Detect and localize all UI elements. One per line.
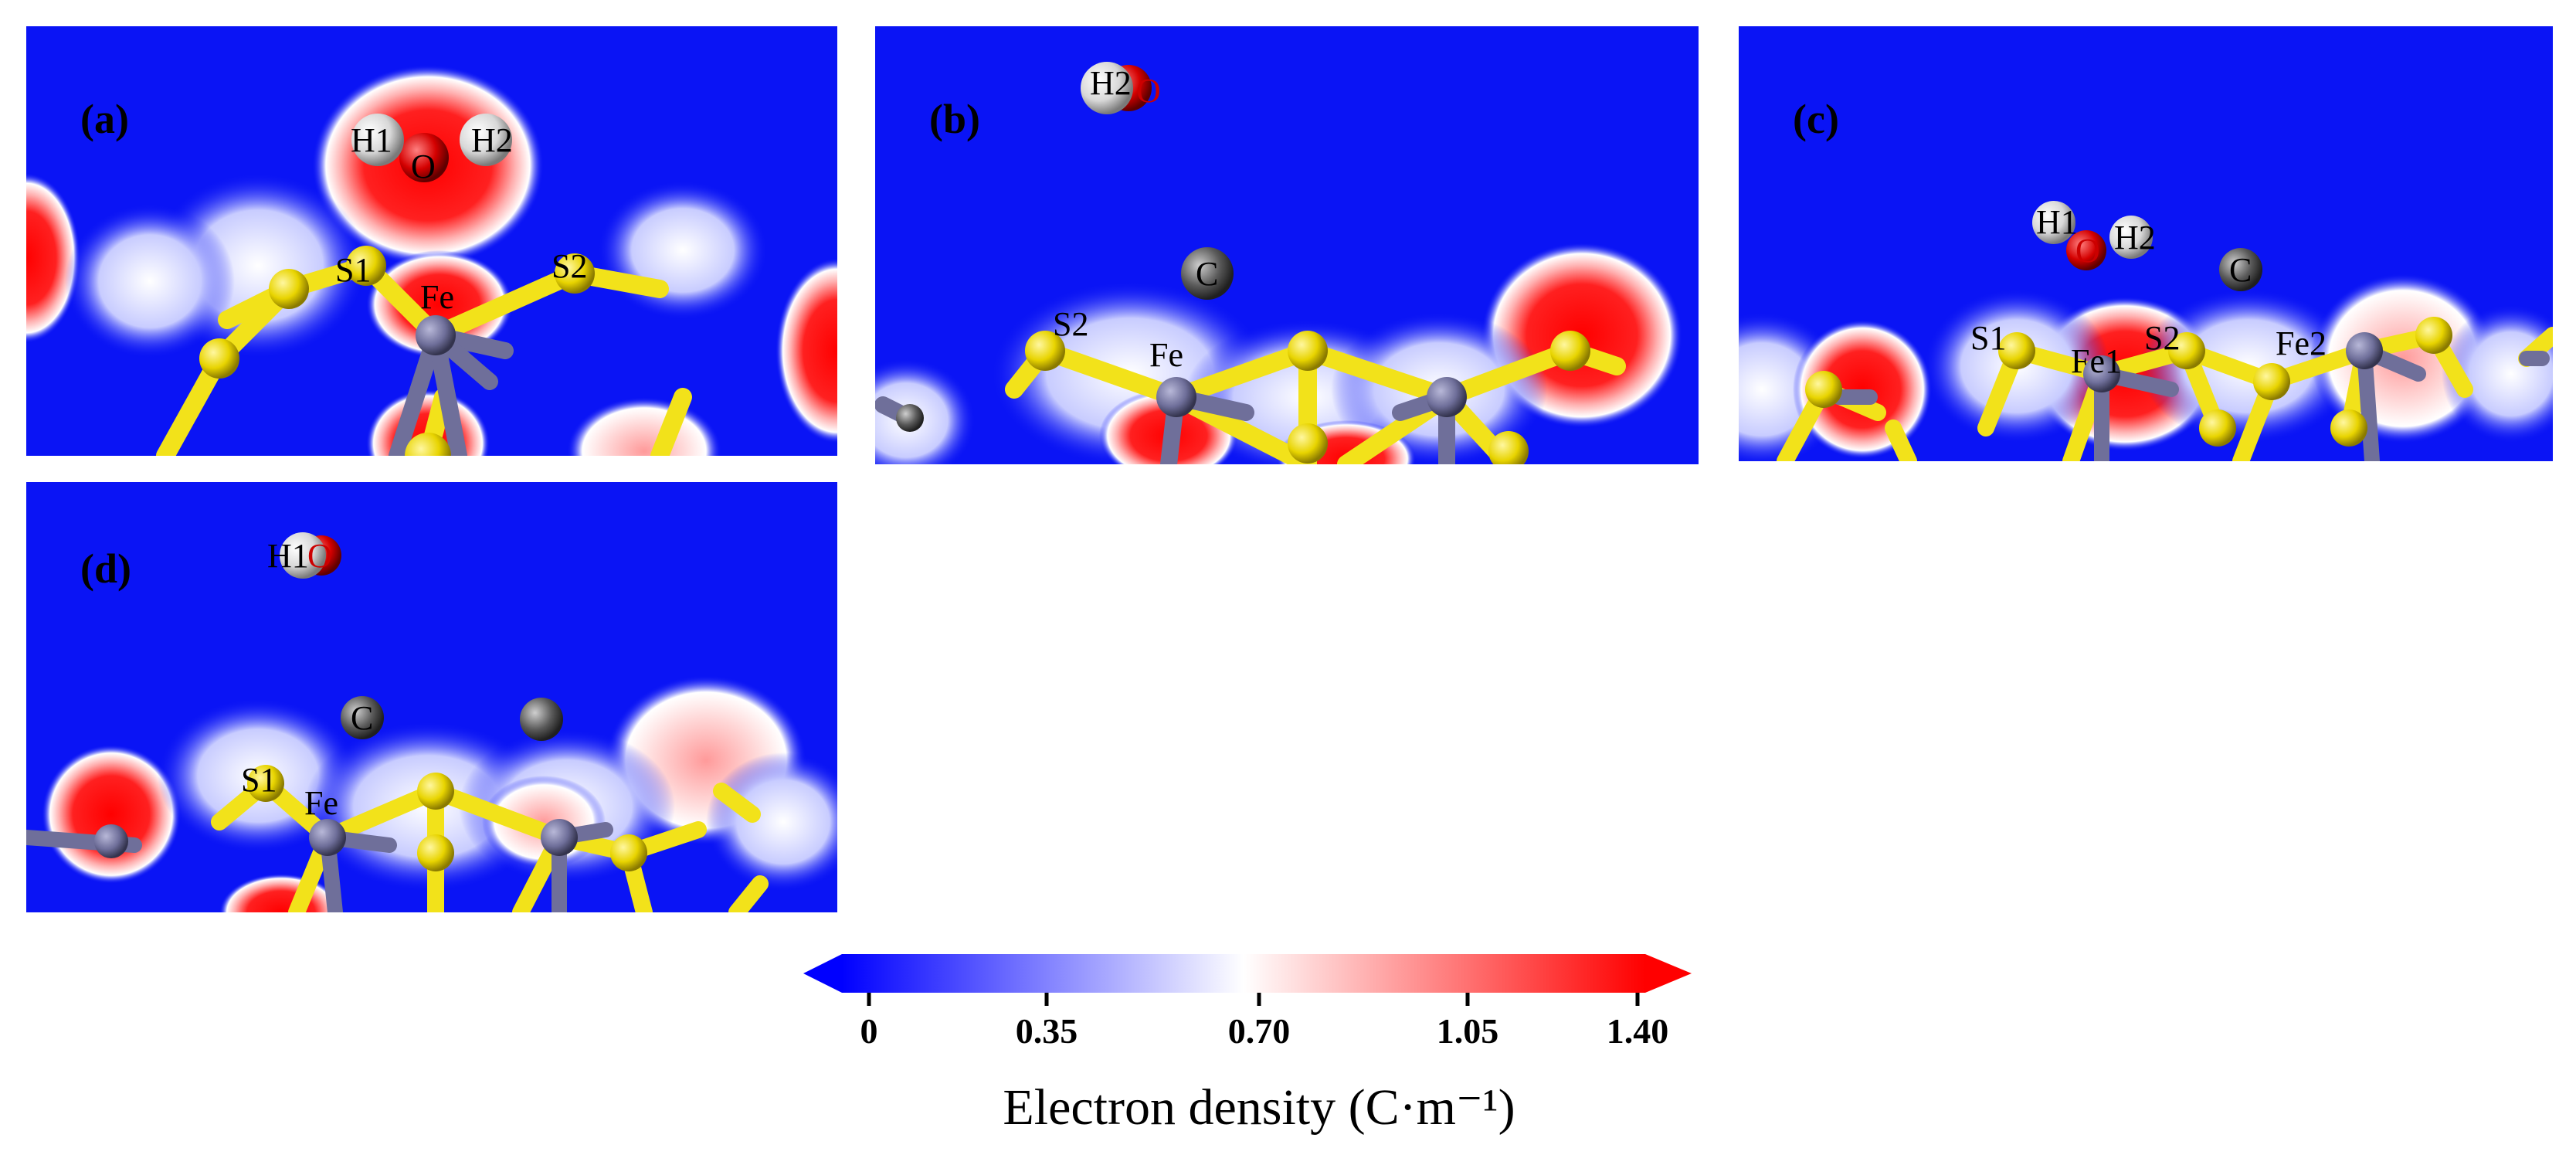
panel-d-image: (d) H1 O C S1 Fe bbox=[26, 482, 837, 912]
atom-label-fe: Fe bbox=[420, 278, 454, 316]
atom-label-h1: H1 bbox=[267, 537, 309, 575]
atom-label-c: C bbox=[351, 699, 373, 737]
panel-b: (b) H2 O C S2 Fe bbox=[875, 26, 1699, 464]
atom-label-s2: S2 bbox=[1053, 305, 1088, 343]
colorbar-high-arrow bbox=[1645, 954, 1692, 993]
atom-label-o: O bbox=[2075, 232, 2100, 270]
atom-label-fe: Fe bbox=[304, 784, 338, 822]
panel-a-image: (a) H1 O H2 S1 Fe S2 bbox=[26, 26, 837, 456]
colorbar-tick-2: 0.70 bbox=[1228, 1011, 1291, 1051]
atom-label-h1: H1 bbox=[2036, 203, 2078, 241]
atom-label-s2: S2 bbox=[2144, 319, 2180, 357]
panel-c-label: (c) bbox=[1793, 96, 1839, 142]
colorbar-tick-0: 0 bbox=[860, 1011, 878, 1051]
atom-label-fe1: Fe1 bbox=[2071, 342, 2122, 380]
atom-label-h2: H2 bbox=[1090, 64, 1132, 102]
atom-label-fe: Fe bbox=[1149, 336, 1183, 374]
colorbar-title: Electron density (C·m⁻¹) bbox=[1003, 1079, 1515, 1136]
panel-a: (a) H1 O H2 S1 Fe S2 bbox=[26, 26, 837, 456]
colorbar: 0 0.35 0.70 1.05 1.40 Electron density (… bbox=[796, 950, 1699, 1136]
atom-label-h1: H1 bbox=[351, 121, 392, 159]
atom-label-fe2: Fe2 bbox=[2276, 324, 2327, 362]
atom-label-o: O bbox=[307, 537, 332, 575]
colorbar-low-arrow bbox=[803, 954, 842, 993]
panel-c: (c) H1 O H2 C S1 Fe1 S2 Fe2 bbox=[1739, 26, 2553, 461]
atom-label-s1: S1 bbox=[241, 761, 277, 799]
panel-d: (d) H1 O C S1 Fe bbox=[26, 482, 837, 912]
atom-label-h2: H2 bbox=[2114, 219, 2156, 256]
panel-b-image: (b) H2 O C S2 Fe bbox=[875, 26, 1699, 464]
panel-d-label: (d) bbox=[80, 545, 131, 592]
panel-b-label: (b) bbox=[929, 96, 980, 142]
atom-label-s1: S1 bbox=[1970, 319, 2006, 357]
colorbar-tick-4: 1.40 bbox=[1607, 1011, 1669, 1051]
atom-label-c: C bbox=[2229, 251, 2252, 289]
colorbar-tick-1: 0.35 bbox=[1016, 1011, 1078, 1051]
atom-label-s1: S1 bbox=[335, 251, 371, 289]
atom-label-o: O bbox=[1136, 72, 1161, 110]
atom-label-c: C bbox=[1196, 255, 1218, 293]
colorbar-tick-3: 1.05 bbox=[1437, 1011, 1499, 1051]
panel-a-label: (a) bbox=[80, 96, 129, 142]
atom-label-h2: H2 bbox=[471, 121, 513, 159]
panel-c-image: (c) H1 O H2 C S1 Fe1 S2 Fe2 bbox=[1739, 26, 2553, 461]
atom-label-o: O bbox=[411, 148, 436, 185]
colorbar-gradient bbox=[842, 954, 1645, 993]
atom-label-s2: S2 bbox=[552, 247, 587, 285]
